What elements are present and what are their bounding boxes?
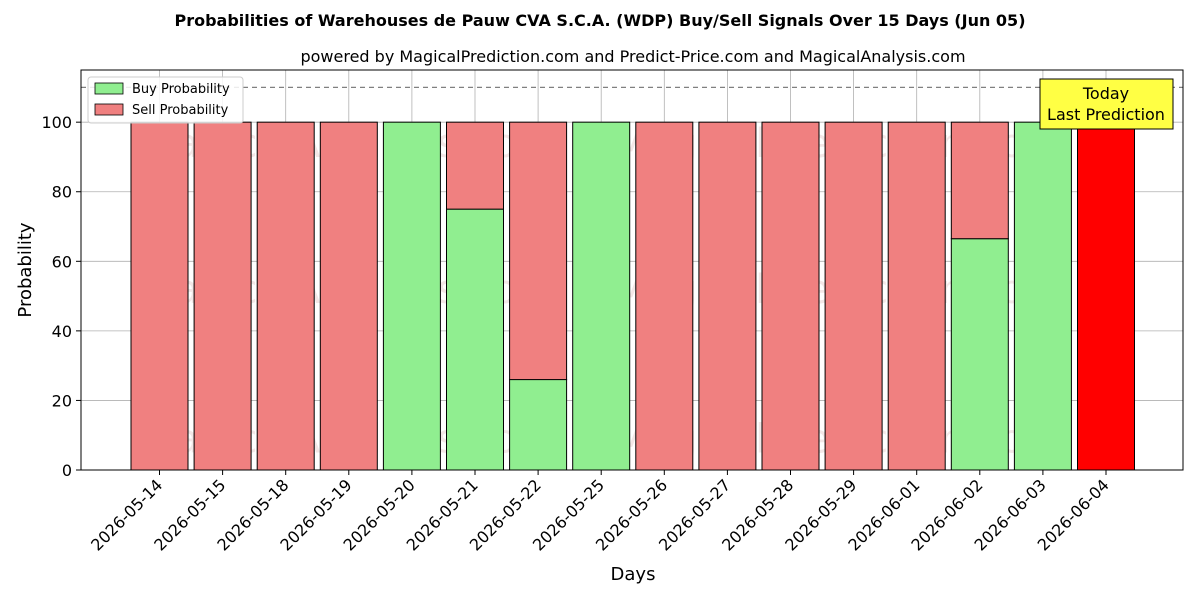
bar-buy-2026-06-02 [950,238,1009,471]
bar-sell-2026-06-02 [950,121,1009,240]
bar-sell-2026-06-04 [1077,121,1135,471]
chart-title: Probabilities of Warehouses de Pauw CVA … [174,11,1025,30]
legend-sell-label: Sell Probability [132,103,229,118]
y-tick-label-0: 0 [62,461,72,480]
bars [130,121,1135,471]
x-axis-label: Days [611,564,656,585]
bar-sell-2026-05-21 [446,121,504,210]
annotation-line1: Today [1082,84,1129,103]
bar-sell-2026-05-29 [824,121,883,471]
legend-sell-swatch [94,103,124,116]
bar-buy-2026-05-20 [382,121,441,471]
bar-sell-2026-05-15 [193,121,252,471]
bar-sell-2026-05-18 [256,121,315,471]
y-axis-label: Probability [15,222,36,317]
y-tick-label-1: 20 [52,391,72,410]
annotation-box [1039,78,1174,130]
y-tick-label-3: 60 [52,252,72,271]
legend: Buy Probability Sell Probability [87,76,244,124]
bar-sell-2026-05-19 [319,121,378,471]
legend-buy-label: Buy Probability [132,82,230,97]
bar-buy-2026-05-21 [446,208,504,471]
chart-subtitle: powered by MagicalPrediction.com and Pre… [300,47,965,66]
bar-sell-2026-05-22 [509,121,568,381]
today-annotation: Today Last Prediction [1039,78,1174,130]
y-tick-label-5: 100 [41,113,72,132]
bar-sell-2026-05-14 [130,121,189,471]
bar-sell-2026-05-28 [761,121,820,471]
legend-box [87,76,244,124]
bar-sell-2026-06-01 [887,121,946,471]
x-axis-ticks: 2026-05-142026-05-152026-05-182026-05-19… [87,470,1113,555]
bar-buy-2026-05-25 [572,121,631,471]
y-tick-label-4: 80 [52,183,72,202]
y-axis-ticks: 0 20 40 60 80 100 [41,113,81,480]
plot-frame [80,69,1184,471]
bar-sell-2026-05-26 [635,121,694,471]
bar-sell-2026-05-27 [698,121,757,471]
bar-buy-2026-05-22 [509,379,568,471]
annotation-line2: Last Prediction [1047,105,1165,124]
bar-buy-2026-06-03 [1013,121,1072,471]
y-tick-label-2: 40 [52,322,72,341]
legend-buy-swatch [94,82,124,95]
